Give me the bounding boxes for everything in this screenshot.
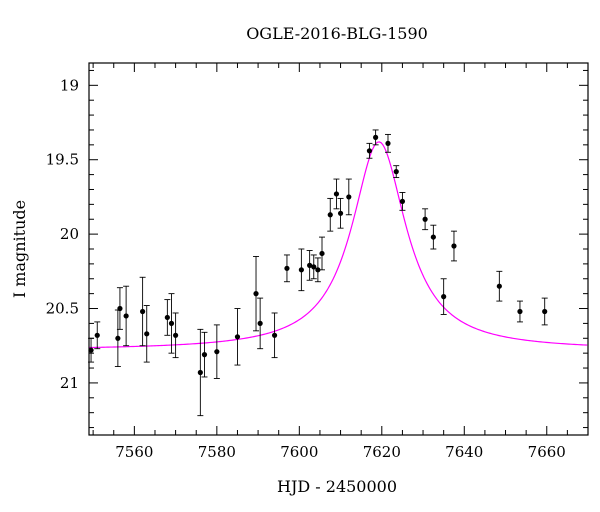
data-marker <box>197 369 203 376</box>
y-tick-label: 19 <box>60 76 79 94</box>
data-marker <box>441 294 447 300</box>
data-point-6 <box>143 305 150 363</box>
data-marker <box>173 332 179 338</box>
x-tick-label: 7620 <box>363 443 401 461</box>
x-tick-label: 7580 <box>198 443 236 461</box>
data-marker <box>307 262 313 268</box>
data-point-24 <box>333 178 340 210</box>
data-marker <box>366 148 373 154</box>
data-marker <box>234 334 241 340</box>
data-marker <box>298 267 304 273</box>
data-marker <box>385 140 391 146</box>
data-marker <box>284 265 290 271</box>
data-marker <box>164 314 170 321</box>
data-marker <box>373 134 379 140</box>
data-point-4 <box>123 285 130 347</box>
data-point-13 <box>234 308 241 366</box>
data-point-33 <box>430 224 437 250</box>
data-marker <box>94 332 100 338</box>
data-marker <box>140 308 146 315</box>
data-point-35 <box>450 230 457 262</box>
data-point-3 <box>116 287 123 330</box>
x-tick-label: 7560 <box>115 443 153 461</box>
data-marker <box>168 320 175 326</box>
data-point-38 <box>541 297 548 326</box>
axis-ticks: 7560 7580 7600 7620 7640 7660 19 19.5 20 20.5 21 <box>46 63 589 461</box>
y-tick-label: 21 <box>60 374 79 392</box>
data-point-20 <box>310 254 317 280</box>
data-marker <box>117 305 123 312</box>
data-point-26 <box>345 178 352 216</box>
data-marker <box>346 194 352 200</box>
data-marker <box>271 332 278 338</box>
data-point-17 <box>283 254 290 283</box>
data-marker <box>333 191 340 197</box>
data-point-36 <box>496 270 503 302</box>
y-tick-label: 19.5 <box>46 151 79 169</box>
x-tick-label: 7600 <box>280 443 318 461</box>
data-marker <box>319 250 325 257</box>
data-marker <box>422 216 428 222</box>
data-marker <box>451 243 457 249</box>
x-tick-label: 7640 <box>445 443 483 461</box>
data-point-11 <box>201 331 208 378</box>
y-tick-label: 20 <box>60 225 79 243</box>
y-axis-title: I magnitude <box>10 200 29 298</box>
data-marker <box>311 264 317 270</box>
data-point-21 <box>314 257 321 283</box>
data-point-19 <box>306 250 313 281</box>
data-point-27 <box>366 142 373 159</box>
chart-title: OGLE-2016-BLG-1590 <box>246 24 428 43</box>
data-point-14 <box>253 255 260 332</box>
data-point-37 <box>516 300 523 323</box>
data-marker <box>253 291 259 297</box>
data-marker <box>327 212 333 218</box>
data-marker <box>201 352 208 358</box>
data-marker <box>214 349 220 355</box>
data-point-1 <box>94 321 101 350</box>
data-point-10 <box>197 328 204 417</box>
data-point-7 <box>164 299 171 336</box>
x-axis-title: HJD - 2450000 <box>277 477 397 496</box>
data-marker <box>399 198 406 204</box>
data-point-5 <box>139 276 146 347</box>
data-point-28 <box>372 129 379 146</box>
data-point-12 <box>213 324 220 379</box>
data-marker <box>496 283 502 289</box>
data-point-34 <box>440 278 447 315</box>
data-marker <box>123 313 129 319</box>
data-point-30 <box>393 165 400 179</box>
data-marker <box>393 169 399 175</box>
data-marker <box>542 308 548 315</box>
data-marker <box>257 320 263 326</box>
data-point-16 <box>271 312 278 359</box>
data-point-2 <box>114 309 121 368</box>
x-tick-label: 7660 <box>528 443 566 461</box>
data-marker <box>115 335 121 341</box>
data-marker <box>430 234 436 240</box>
plot-frame <box>88 62 589 436</box>
model-curve <box>88 141 588 349</box>
data-marker <box>88 347 94 353</box>
data-marker <box>315 267 321 273</box>
data-point-25 <box>337 197 344 229</box>
data-marker <box>144 331 150 337</box>
data-point-18 <box>298 248 305 292</box>
y-tick-label: 20.5 <box>46 300 79 318</box>
data-point-8 <box>168 293 175 354</box>
plot-area <box>88 129 588 417</box>
data-point-29 <box>384 133 391 153</box>
data-point-9 <box>172 312 179 359</box>
data-marker <box>337 210 344 216</box>
data-marker <box>517 308 523 315</box>
data-point-31 <box>399 192 406 211</box>
data-point-15 <box>257 297 264 350</box>
data-point-23 <box>327 197 334 232</box>
data-point-22 <box>319 236 326 271</box>
data-point-32 <box>422 208 429 231</box>
